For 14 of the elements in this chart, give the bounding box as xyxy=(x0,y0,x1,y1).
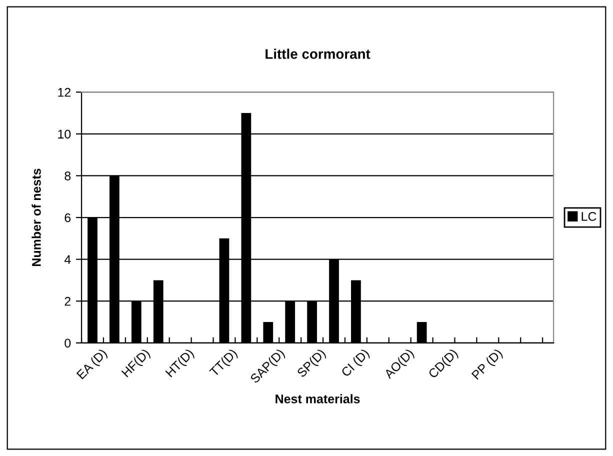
y-tick-label: 0 xyxy=(64,338,71,348)
y-tick-label: 4 xyxy=(64,255,71,264)
y-tick-label: 8 xyxy=(64,172,71,180)
chart-title: Little cormorant xyxy=(266,48,370,59)
y-axis-title: Number of nests xyxy=(32,168,41,266)
x-tick-label: PP (D) xyxy=(471,348,504,382)
legend-label: LC xyxy=(582,212,596,221)
x-tick-label: EA (D) xyxy=(76,348,110,382)
x-axis-title: Nest materials xyxy=(276,394,360,404)
y-tick-label: 10 xyxy=(58,130,71,139)
y-tick-label: 6 xyxy=(64,213,71,222)
x-tick-label: CI (D) xyxy=(340,348,372,379)
y-tick-label: 12 xyxy=(58,88,70,97)
y-tick-label: 2 xyxy=(64,296,70,306)
